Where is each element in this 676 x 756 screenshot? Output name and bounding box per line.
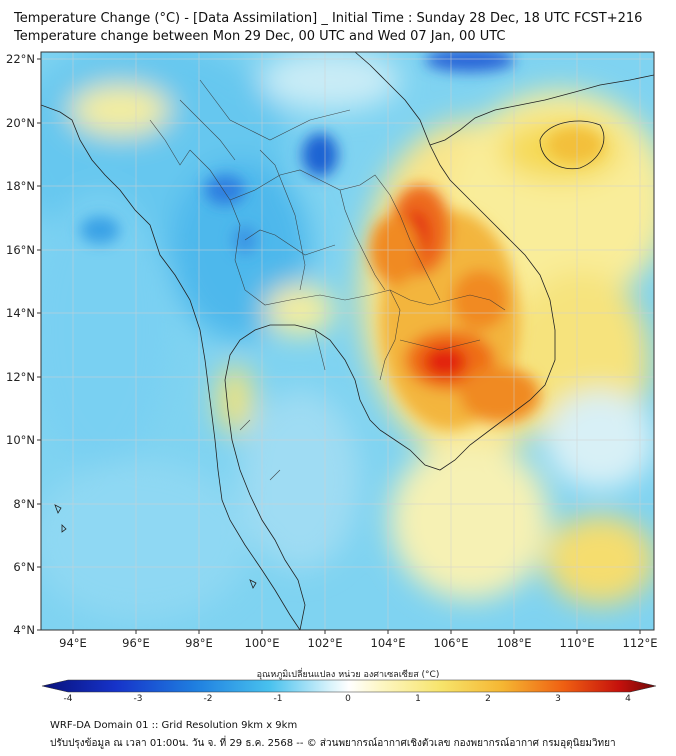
footer-line2: ปรับปรุงข้อมูล ณ เวลา 01:00น. วัน จ. ที่… bbox=[50, 738, 616, 749]
lon-tick-label: 112°E bbox=[623, 636, 658, 650]
borders bbox=[149, 79, 506, 481]
lon-tick-label: 108°E bbox=[497, 636, 532, 650]
colorbar-tick: -2 bbox=[204, 694, 213, 704]
lat-tick-label: 22°N bbox=[6, 52, 35, 66]
colorbar-tick: 3 bbox=[555, 694, 561, 704]
colorbar-tick: -3 bbox=[134, 694, 143, 704]
map-frame bbox=[40, 51, 655, 631]
colorbar-tick: 2 bbox=[485, 694, 491, 704]
colorbar bbox=[41, 679, 657, 693]
colorbar-tick: -1 bbox=[274, 694, 283, 704]
lon-tick-label: 98°E bbox=[185, 636, 213, 650]
footer-line1: WRF-DA Domain 01 :: Grid Resolution 9km … bbox=[50, 720, 298, 731]
lat-tick-label: 12°N bbox=[6, 370, 35, 384]
lat-tick-label: 4°N bbox=[13, 623, 35, 637]
axis-tick-marks bbox=[37, 58, 641, 634]
colorbar-label: อุณหภูมิเปลี่ยนแปลง หน่วย องศาเซลเซียส (… bbox=[257, 667, 440, 680]
lat-tick-label: 18°N bbox=[6, 179, 35, 193]
lat-tick-labels: 22°N 20°N 18°N 16°N 14°N 12°N 10°N 8°N 6… bbox=[6, 52, 35, 637]
lon-tick-label: 96°E bbox=[122, 636, 150, 650]
colorbar-tick: 4 bbox=[625, 694, 631, 704]
lat-tick-label: 10°N bbox=[6, 433, 35, 447]
lon-tick-label: 94°E bbox=[59, 636, 87, 650]
colorbar-tick: -4 bbox=[64, 694, 73, 704]
temperature-field bbox=[41, 52, 654, 630]
colorbar-tick: 0 bbox=[345, 694, 351, 704]
map-title-line2: Temperature change between Mon 29 Dec, 0… bbox=[14, 29, 506, 44]
colorbar-tick: 1 bbox=[415, 694, 421, 704]
lon-tick-label: 110°E bbox=[560, 636, 595, 650]
lon-tick-label: 100°E bbox=[245, 636, 280, 650]
lat-tick-label: 8°N bbox=[13, 497, 35, 511]
lon-tick-label: 106°E bbox=[434, 636, 469, 650]
lon-tick-label: 104°E bbox=[371, 636, 406, 650]
lon-tick-labels: 94°E 96°E 98°E 100°E 102°E 104°E 106°E 1… bbox=[59, 636, 657, 650]
colorbar-ticks: -4 -3 -2 -1 0 1 2 3 4 bbox=[64, 694, 632, 704]
lon-tick-label: 102°E bbox=[308, 636, 343, 650]
map-title-line1: Temperature Change (°C) - [Data Assimila… bbox=[14, 11, 643, 26]
lat-tick-label: 6°N bbox=[13, 560, 35, 574]
lat-tick-label: 14°N bbox=[6, 306, 35, 320]
gridlines bbox=[41, 52, 654, 630]
lat-tick-label: 16°N bbox=[6, 243, 35, 257]
lat-tick-label: 20°N bbox=[6, 116, 35, 130]
coastlines bbox=[41, 52, 654, 630]
